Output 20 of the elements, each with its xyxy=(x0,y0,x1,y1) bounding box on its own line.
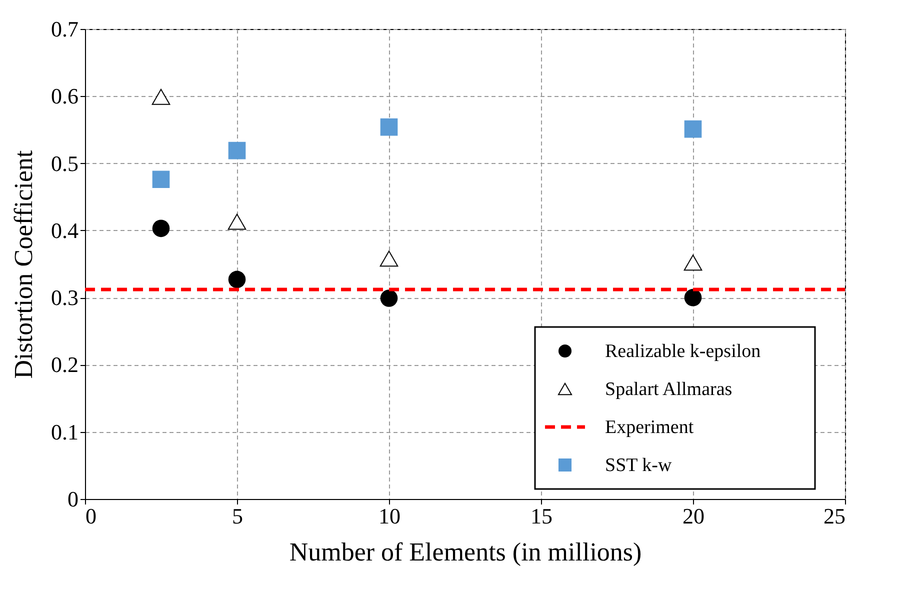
y-tick-label: 0.6 xyxy=(51,84,78,109)
x-tick-label: 0 xyxy=(86,504,96,528)
y-tick-label: 0.3 xyxy=(51,285,78,310)
legend-label: Spalart Allmaras xyxy=(605,379,732,400)
x-axis-title: Number of Elements (in millions) xyxy=(289,538,642,566)
legend-label: Experiment xyxy=(605,417,694,438)
y-tick-label: 0.7 xyxy=(51,16,78,42)
x-tick-label: 10 xyxy=(378,504,400,528)
y-tick-label: 0.4 xyxy=(51,218,78,243)
y-tick-label: 0.2 xyxy=(51,352,78,378)
y-tick-label: 0.1 xyxy=(51,419,78,444)
y-tick-label: 0 xyxy=(68,486,78,512)
legend-label: Realizable k-epsilon xyxy=(605,341,762,362)
x-tick-label: 25 xyxy=(824,504,846,528)
y-axis-title: Distortion Coefficient xyxy=(9,150,38,379)
x-tick-label: 5 xyxy=(232,504,243,528)
x-tick-label: 20 xyxy=(682,504,704,528)
legend-label: SST k-w xyxy=(605,455,672,476)
x-tick-label: 15 xyxy=(530,504,552,528)
y-tick-label: 0.5 xyxy=(51,150,78,176)
